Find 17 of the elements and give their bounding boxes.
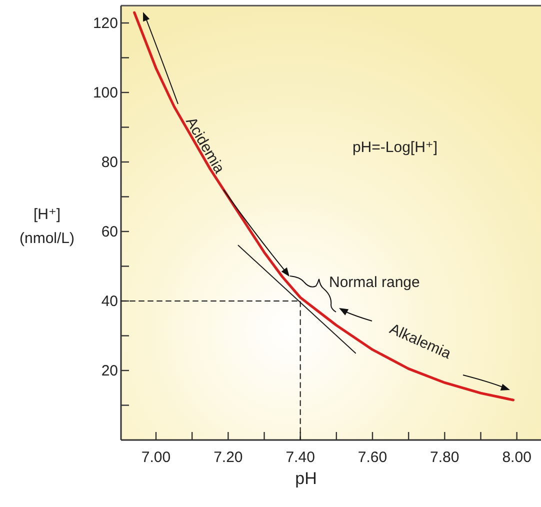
y-axis-title: [H⁺] (nmol/L) xyxy=(19,206,75,247)
x-tick-label: 7.80 xyxy=(430,449,460,466)
x-axis-title: pH xyxy=(295,469,317,488)
x-tick-label: 7.40 xyxy=(286,449,315,466)
y-tick-label: 20 xyxy=(101,362,118,380)
y-tick-label: 80 xyxy=(101,154,118,171)
annotation: pH=-Log[H⁺] xyxy=(352,138,438,156)
y-tick-label: 40 xyxy=(101,292,118,310)
annotation: Normal range xyxy=(329,274,420,291)
y-tick-label: 120 xyxy=(92,14,118,32)
line-series xyxy=(133,11,515,402)
y-tick-label: 60 xyxy=(101,223,118,240)
y-tick-label: 100 xyxy=(92,84,118,102)
x-tick-label: 7.60 xyxy=(358,449,388,466)
x-tick-label: 8.00 xyxy=(502,449,532,466)
x-tick-label: 7.20 xyxy=(214,449,243,466)
x-tick-label: 7.00 xyxy=(141,449,171,466)
